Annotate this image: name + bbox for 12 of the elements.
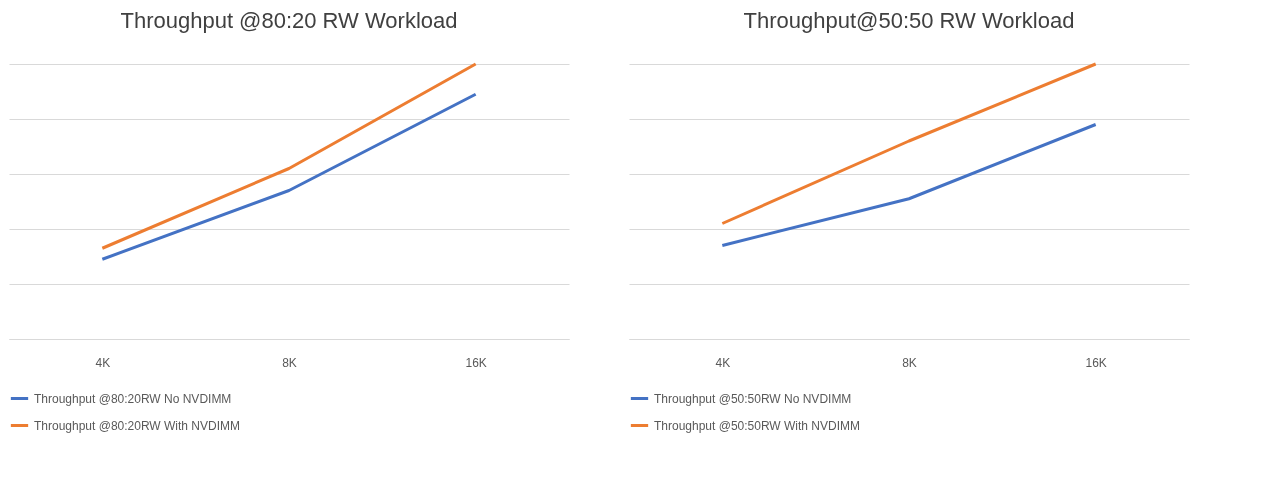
x-tick-label: 8K xyxy=(902,355,917,370)
chart-title: Throughput @80:20 RW Workload xyxy=(120,7,458,33)
legend-label: Throughput @50:50RW With NVDIMM xyxy=(654,418,861,433)
legend-label: Throughput @80:20RW With NVDIMM xyxy=(34,418,241,433)
x-tick-label: 4K xyxy=(95,355,111,370)
x-tick-label: 4K xyxy=(715,355,731,370)
x-tick-label: 16K xyxy=(1085,355,1107,370)
legend-label: Throughput @80:20RW No NVDIMM xyxy=(34,391,232,406)
x-tick-label: 8K xyxy=(282,355,297,370)
x-tick-label: 16K xyxy=(465,355,487,370)
chart-title: Throughput@50:50 RW Workload xyxy=(743,7,1075,33)
legend-label: Throughput @50:50RW No NVDIMM xyxy=(654,391,852,406)
